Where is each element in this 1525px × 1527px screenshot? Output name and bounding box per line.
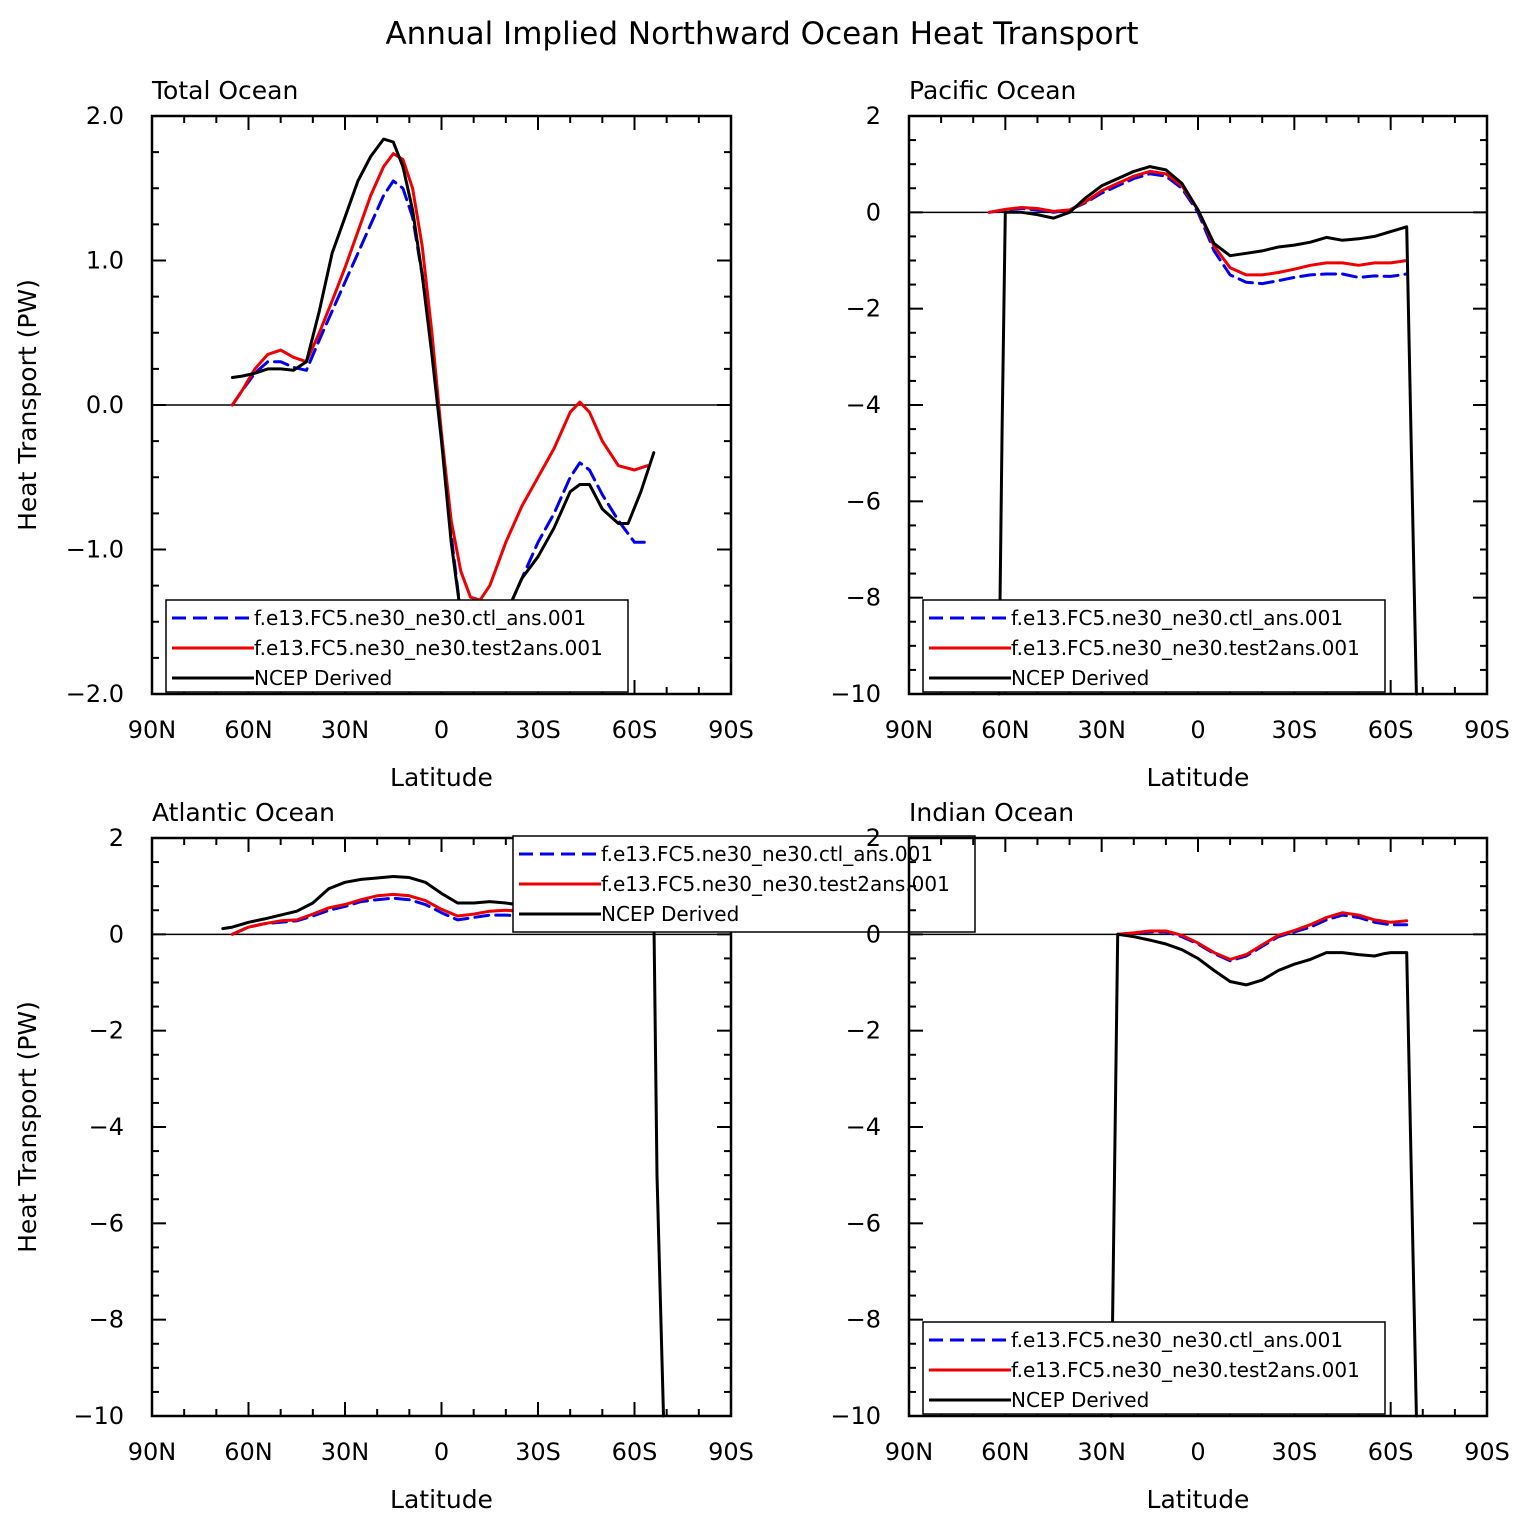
legend: f.e13.FC5.ne30_ne30.ctl_ans.001 f.e13.FC5… bbox=[922, 599, 1386, 693]
panel-title: Pacific Ocean bbox=[909, 76, 1076, 105]
series-line-1 bbox=[987, 172, 1409, 286]
legend-entry: f.e13.FC5.ne30_ne30.test2ans.001 bbox=[1011, 636, 1360, 660]
y-tick-label: −2 bbox=[846, 295, 881, 323]
y-tick-label: −2 bbox=[89, 1017, 124, 1045]
x-tick-label: 60N bbox=[224, 1438, 273, 1466]
x-tick-label: 90S bbox=[708, 1438, 754, 1466]
y-tick-label: 2 bbox=[109, 824, 124, 852]
legend: f.e13.FC5.ne30_ne30.ctl_ans.001 f.e13.FC5… bbox=[165, 599, 629, 693]
x-tick-label: 30S bbox=[515, 716, 561, 744]
series-line-1 bbox=[230, 179, 649, 648]
x-axis-label: Latitude bbox=[1147, 763, 1250, 792]
legend-entry: NCEP Derived bbox=[254, 666, 392, 690]
x-tick-label: 30S bbox=[1271, 1438, 1317, 1466]
y-tick-label: −8 bbox=[846, 584, 881, 612]
legend: f.e13.FC5.ne30_ne30.ctl_ans.001 f.e13.FC5… bbox=[512, 835, 976, 933]
x-tick-label: 0 bbox=[434, 1438, 449, 1466]
legend-entry: NCEP Derived bbox=[1011, 1388, 1149, 1412]
x-tick-label: 60N bbox=[224, 716, 273, 744]
x-tick-label: 30N bbox=[1077, 716, 1126, 744]
panel-2: Pacific Ocean 90N 60N 30N 0 30S 60S 90S −10 −8 −6 −… bbox=[830, 76, 1510, 792]
x-tick-label: 90N bbox=[128, 716, 177, 744]
series-line-3 bbox=[1109, 932, 1418, 1418]
x-tick-label: 60S bbox=[1368, 1438, 1414, 1466]
y-tick-label: −4 bbox=[846, 1113, 881, 1141]
legend-entry: NCEP Derived bbox=[601, 902, 739, 926]
x-tick-label: 90N bbox=[885, 1438, 934, 1466]
x-tick-label: 90S bbox=[1464, 1438, 1510, 1466]
y-axis-label: Heat Transport (PW) bbox=[13, 1001, 42, 1253]
y-tick-label: −8 bbox=[89, 1306, 124, 1334]
y-tick-label: 1.0 bbox=[86, 247, 124, 275]
figure-title: Annual Implied Northward Ocean Heat Tran… bbox=[385, 16, 1138, 52]
y-tick-label: −6 bbox=[846, 487, 881, 515]
y-tick-label: −4 bbox=[89, 1113, 124, 1141]
x-tick-label: 60S bbox=[612, 1438, 658, 1466]
panels: Total Ocean 90N 60N 30N 0 30S 60S 90S −2.0 −1.0 0.… bbox=[13, 76, 1510, 1514]
legend: f.e13.FC5.ne30_ne30.ctl_ans.001 f.e13.FC5… bbox=[922, 1321, 1386, 1415]
y-tick-label: 0 bbox=[109, 920, 124, 948]
y-tick-label: −10 bbox=[830, 680, 881, 708]
y-tick-label: 0.0 bbox=[86, 391, 124, 419]
x-tick-label: 90S bbox=[708, 716, 754, 744]
y-tick-label: −10 bbox=[830, 1402, 881, 1430]
series-line-2 bbox=[1116, 911, 1409, 961]
x-tick-label: 0 bbox=[1190, 1438, 1205, 1466]
panel-3: Atlantic Ocean 90N 60N 30N 0 30S 60S 90S −10 −8 −6… bbox=[13, 798, 976, 1514]
panel-title: Atlantic Ocean bbox=[152, 798, 335, 827]
series-line-2 bbox=[987, 169, 1409, 277]
series-line-3 bbox=[997, 165, 1418, 696]
series-line-2 bbox=[230, 152, 649, 602]
x-tick-label: 90S bbox=[1464, 716, 1510, 744]
panel-4: Indian Ocean 90N 60N 30N 0 30S 60S 90S −10 −8 −6 −4… bbox=[830, 798, 1510, 1514]
legend-entry: f.e13.FC5.ne30_ne30.test2ans.001 bbox=[1011, 1358, 1360, 1382]
legend-entry: f.e13.FC5.ne30_ne30.ctl_ans.001 bbox=[1011, 606, 1343, 630]
x-tick-label: 90N bbox=[128, 1438, 177, 1466]
x-axis-label: Latitude bbox=[1147, 1485, 1250, 1514]
y-tick-label: −1.0 bbox=[66, 536, 124, 564]
series-line-3 bbox=[221, 875, 665, 1418]
x-tick-label: 60S bbox=[1368, 716, 1414, 744]
y-tick-label: −10 bbox=[73, 1402, 124, 1430]
x-tick-label: 0 bbox=[1190, 716, 1205, 744]
series-line-3 bbox=[230, 137, 656, 650]
x-tick-label: 30S bbox=[1271, 716, 1317, 744]
y-tick-label: −6 bbox=[846, 1209, 881, 1237]
legend-entry: f.e13.FC5.ne30_ne30.ctl_ans.001 bbox=[1011, 1328, 1343, 1352]
panel-1: Total Ocean 90N 60N 30N 0 30S 60S 90S −2.0 −1.0 0.… bbox=[13, 76, 754, 792]
legend-entry: f.e13.FC5.ne30_ne30.ctl_ans.001 bbox=[601, 842, 933, 866]
x-tick-label: 30N bbox=[1077, 1438, 1126, 1466]
x-tick-label: 90N bbox=[885, 716, 934, 744]
legend-entry: f.e13.FC5.ne30_ne30.ctl_ans.001 bbox=[254, 606, 586, 630]
legend-entry: f.e13.FC5.ne30_ne30.test2ans.001 bbox=[601, 872, 950, 896]
y-tick-label: −8 bbox=[846, 1306, 881, 1334]
x-axis-label: Latitude bbox=[390, 1485, 493, 1514]
x-tick-label: 0 bbox=[434, 716, 449, 744]
legend-entry: NCEP Derived bbox=[1011, 666, 1149, 690]
legend-entry: f.e13.FC5.ne30_ne30.test2ans.001 bbox=[254, 636, 603, 660]
y-tick-label: 0 bbox=[866, 920, 881, 948]
y-tick-label: −2.0 bbox=[66, 680, 124, 708]
panel-title: Indian Ocean bbox=[909, 798, 1074, 827]
y-tick-label: −4 bbox=[846, 391, 881, 419]
x-tick-label: 30N bbox=[321, 1438, 370, 1466]
x-tick-label: 30S bbox=[515, 1438, 561, 1466]
y-tick-label: −2 bbox=[846, 1017, 881, 1045]
y-tick-label: 2.0 bbox=[86, 102, 124, 130]
y-tick-label: −6 bbox=[89, 1209, 124, 1237]
y-axis-label: Heat Transport (PW) bbox=[13, 279, 42, 531]
y-tick-label: 2 bbox=[866, 102, 881, 130]
panel-title: Total Ocean bbox=[151, 76, 298, 105]
y-tick-label: 0 bbox=[866, 198, 881, 226]
x-axis-label: Latitude bbox=[390, 763, 493, 792]
x-tick-label: 60S bbox=[612, 716, 658, 744]
x-tick-label: 60N bbox=[981, 716, 1030, 744]
x-tick-label: 60N bbox=[981, 1438, 1030, 1466]
x-tick-label: 30N bbox=[321, 716, 370, 744]
y-tick-label: 2 bbox=[866, 824, 881, 852]
